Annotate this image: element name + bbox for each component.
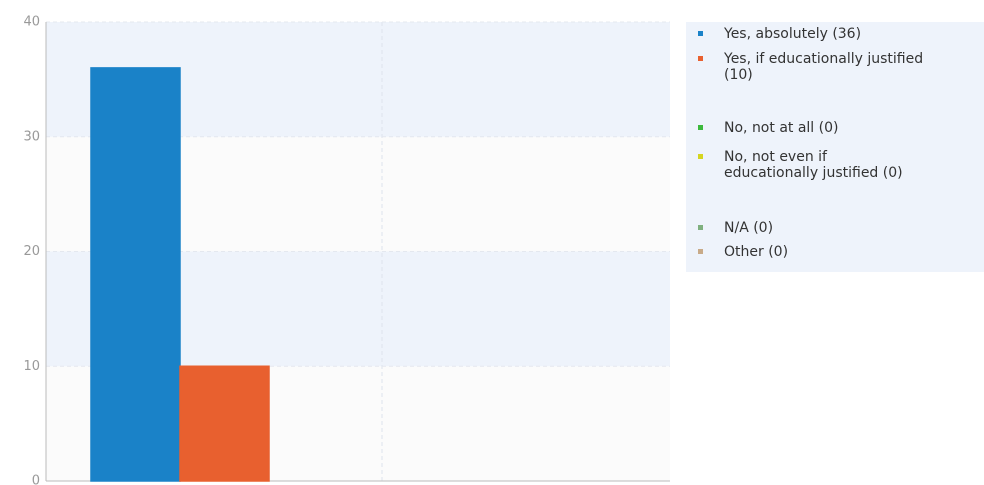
legend-swatch xyxy=(698,125,703,130)
legend-label: No, not at all (0) xyxy=(724,120,839,136)
legend-swatch xyxy=(698,249,703,254)
y-tick-label: 10 xyxy=(23,359,40,374)
legend-label: No, not even if educationally justified … xyxy=(724,149,903,181)
y-tick-label: 40 xyxy=(23,15,40,30)
legend: Yes, absolutely (36) Yes, if educationall… xyxy=(686,22,984,272)
y-tick-label: 0 xyxy=(32,474,40,485)
legend-swatch xyxy=(698,154,703,159)
legend-swatch xyxy=(698,31,703,36)
legend-label: N/A (0) xyxy=(724,220,774,236)
legend-label: Other (0) xyxy=(724,244,789,260)
legend-label: Yes, absolutely (36) xyxy=(724,26,862,42)
bar xyxy=(179,365,270,482)
legend-swatch xyxy=(698,56,703,61)
legend-swatch xyxy=(698,225,703,230)
y-tick-label: 30 xyxy=(23,129,40,144)
y-tick-label: 20 xyxy=(23,244,40,259)
legend-label: Yes, if educationally justified (10) xyxy=(724,51,924,83)
bar xyxy=(90,67,181,482)
